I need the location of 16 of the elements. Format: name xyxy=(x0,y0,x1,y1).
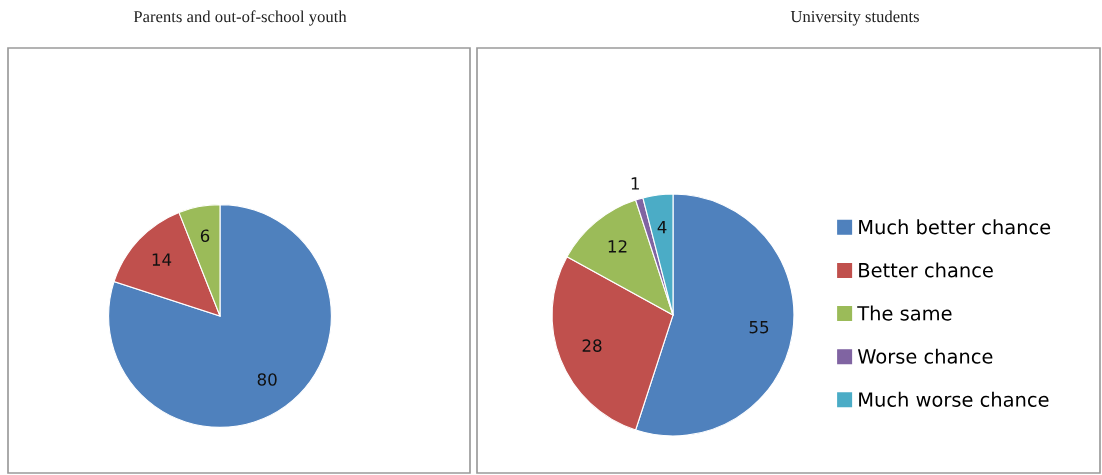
data-label: 28 xyxy=(582,339,602,352)
data-label: 6 xyxy=(200,229,210,243)
legend-label: Better chance xyxy=(859,262,993,278)
legend-label: The same xyxy=(857,305,952,321)
chart-title: University students xyxy=(790,10,919,26)
chart-title: Parents and out-of-school youth xyxy=(133,10,347,26)
data-label: 80 xyxy=(257,373,277,386)
data-label: 12 xyxy=(608,240,627,253)
pie-slice xyxy=(108,204,332,428)
data-label: 4 xyxy=(657,221,667,234)
legend-label: Much worse chance xyxy=(859,391,1049,407)
legend-label: Worse chance xyxy=(857,348,993,364)
data-label: 55 xyxy=(749,321,769,334)
data-label: 14 xyxy=(152,253,172,266)
legend-label: Much better chance xyxy=(859,219,1051,235)
data-label: 1 xyxy=(631,177,639,190)
